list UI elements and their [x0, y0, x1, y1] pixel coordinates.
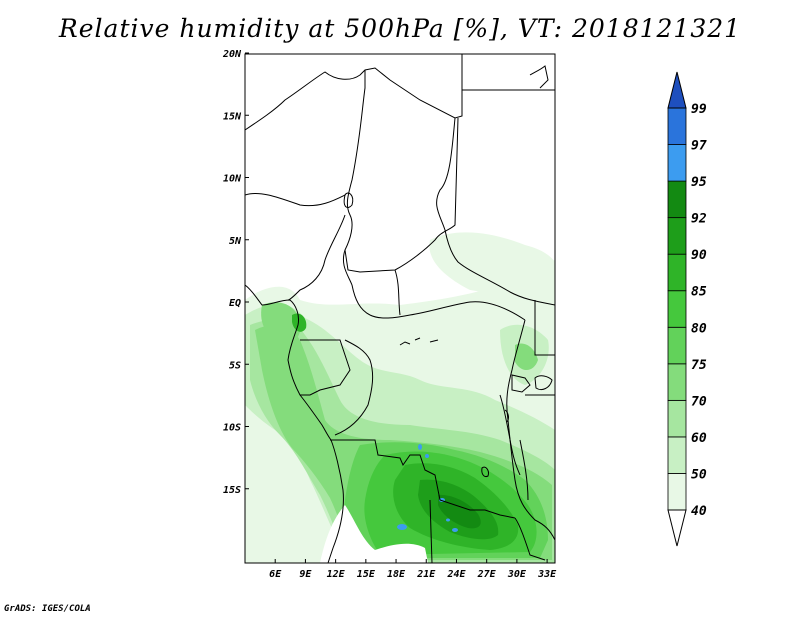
border-uganda-kenya	[534, 300, 555, 356]
political-boundaries	[245, 54, 555, 563]
colorbar-label: 40	[691, 504, 707, 519]
lake-tanganyika	[499, 394, 521, 476]
border-cameroon-car	[342, 249, 371, 316]
x-tick-label: 6E	[269, 569, 282, 580]
border-zambia-malawi	[514, 517, 546, 561]
colorbar-segment	[667, 326, 687, 365]
rh-70-coast	[261, 302, 301, 343]
colorbar-label: 85	[691, 285, 707, 300]
rh-40-north	[429, 232, 555, 300]
border-car-south	[369, 301, 526, 321]
y-tick-label: EQ	[229, 298, 241, 309]
coastline-west	[245, 284, 344, 563]
lake-victoria	[534, 375, 553, 391]
border-north	[245, 54, 463, 131]
border-east-lakes	[506, 319, 555, 541]
y-tick-label: 20N	[222, 49, 242, 60]
x-tick-label: 33E	[537, 569, 557, 580]
x-tick-label: 21E	[416, 569, 436, 580]
border-gabon	[300, 339, 351, 396]
border-rwanda	[511, 374, 531, 393]
colorbar-above-arrow	[667, 71, 687, 109]
border-drc-angola	[330, 439, 516, 519]
y-tick-label: 15N	[223, 111, 242, 122]
y-axis: 20N 15N 10N 5N EQ 5S 10S 15S	[222, 49, 249, 496]
x-tick-label: 27E	[477, 569, 497, 580]
colorbar-segment	[667, 399, 687, 438]
lake-malawi	[519, 439, 529, 501]
congo-river	[399, 337, 439, 346]
border-niger-nigeria	[245, 192, 346, 207]
border-nigeria-cameroon	[287, 214, 346, 301]
border-sudan-egypt-red	[529, 65, 549, 89]
y-tick-label: 10S	[223, 423, 241, 434]
x-tick-label: 30E	[507, 569, 527, 580]
lake-mweru	[481, 466, 489, 477]
border-car-east	[394, 269, 401, 316]
lake-kivu	[504, 409, 509, 423]
colorbar-label: 70	[691, 394, 707, 409]
x-tick-label: 12E	[327, 569, 346, 580]
colorbar-segment	[667, 107, 687, 145]
colorbar-label: 75	[691, 358, 707, 373]
map-frame	[244, 53, 556, 564]
colorbar-label: 90	[691, 248, 707, 263]
colorbar-label: 92	[691, 212, 707, 227]
rh-95-spot	[418, 444, 422, 450]
colorbar-label: 97	[691, 139, 707, 154]
border-sudan	[436, 117, 555, 306]
border-congo	[334, 339, 374, 436]
colorbar-below-arrow	[667, 509, 687, 547]
colorbar-segment	[667, 180, 687, 219]
x-axis: 6E 9E 12E 15E 18E 21E 24E 27E 30E 33E	[269, 559, 557, 580]
dry-tongue	[320, 505, 428, 563]
colorbar-segment	[667, 217, 687, 255]
colorbar-label: 80	[691, 321, 707, 336]
colorbar-segment	[667, 363, 687, 401]
y-tick-label: 5N	[229, 236, 242, 247]
grads-credit: GrADS: IGES/COLA	[4, 604, 91, 614]
x-tick-label: 15E	[357, 569, 376, 580]
border-chad	[344, 70, 459, 273]
colorbar-segment	[667, 290, 687, 328]
colorbar-segment	[667, 473, 687, 511]
colorbar-segment	[667, 436, 687, 474]
rh-95-spot	[397, 524, 407, 530]
rh-70-east	[515, 343, 538, 371]
y-tick-label: 5S	[229, 360, 241, 371]
colorbar-label: 99	[691, 102, 707, 117]
colorbar-label: 95	[691, 175, 707, 190]
colorbar-label: 60	[691, 431, 707, 446]
x-tick-label: 24E	[446, 569, 466, 580]
colorbar-segment	[667, 253, 687, 292]
colorbar: 40 50 60 70 75 80 85 90 92 95 97 99	[667, 71, 707, 547]
plot-title: Relative humidity at 500hPa [%], VT: 201…	[58, 14, 742, 43]
y-tick-label: 10N	[223, 174, 242, 185]
y-tick-label: 15S	[223, 485, 241, 496]
x-tick-label: 18E	[387, 569, 406, 580]
x-tick-label: 9E	[299, 569, 312, 580]
rh-95-spot	[425, 454, 429, 458]
colorbar-label: 50	[691, 467, 707, 482]
rh-95-spot	[452, 528, 458, 532]
rh-95-spot	[446, 518, 450, 522]
border-angola-zambia	[429, 499, 433, 563]
rh-85-coast	[292, 313, 307, 332]
colorbar-segment	[667, 144, 687, 182]
humidity-shading	[245, 232, 555, 563]
lake-chad	[343, 192, 354, 208]
